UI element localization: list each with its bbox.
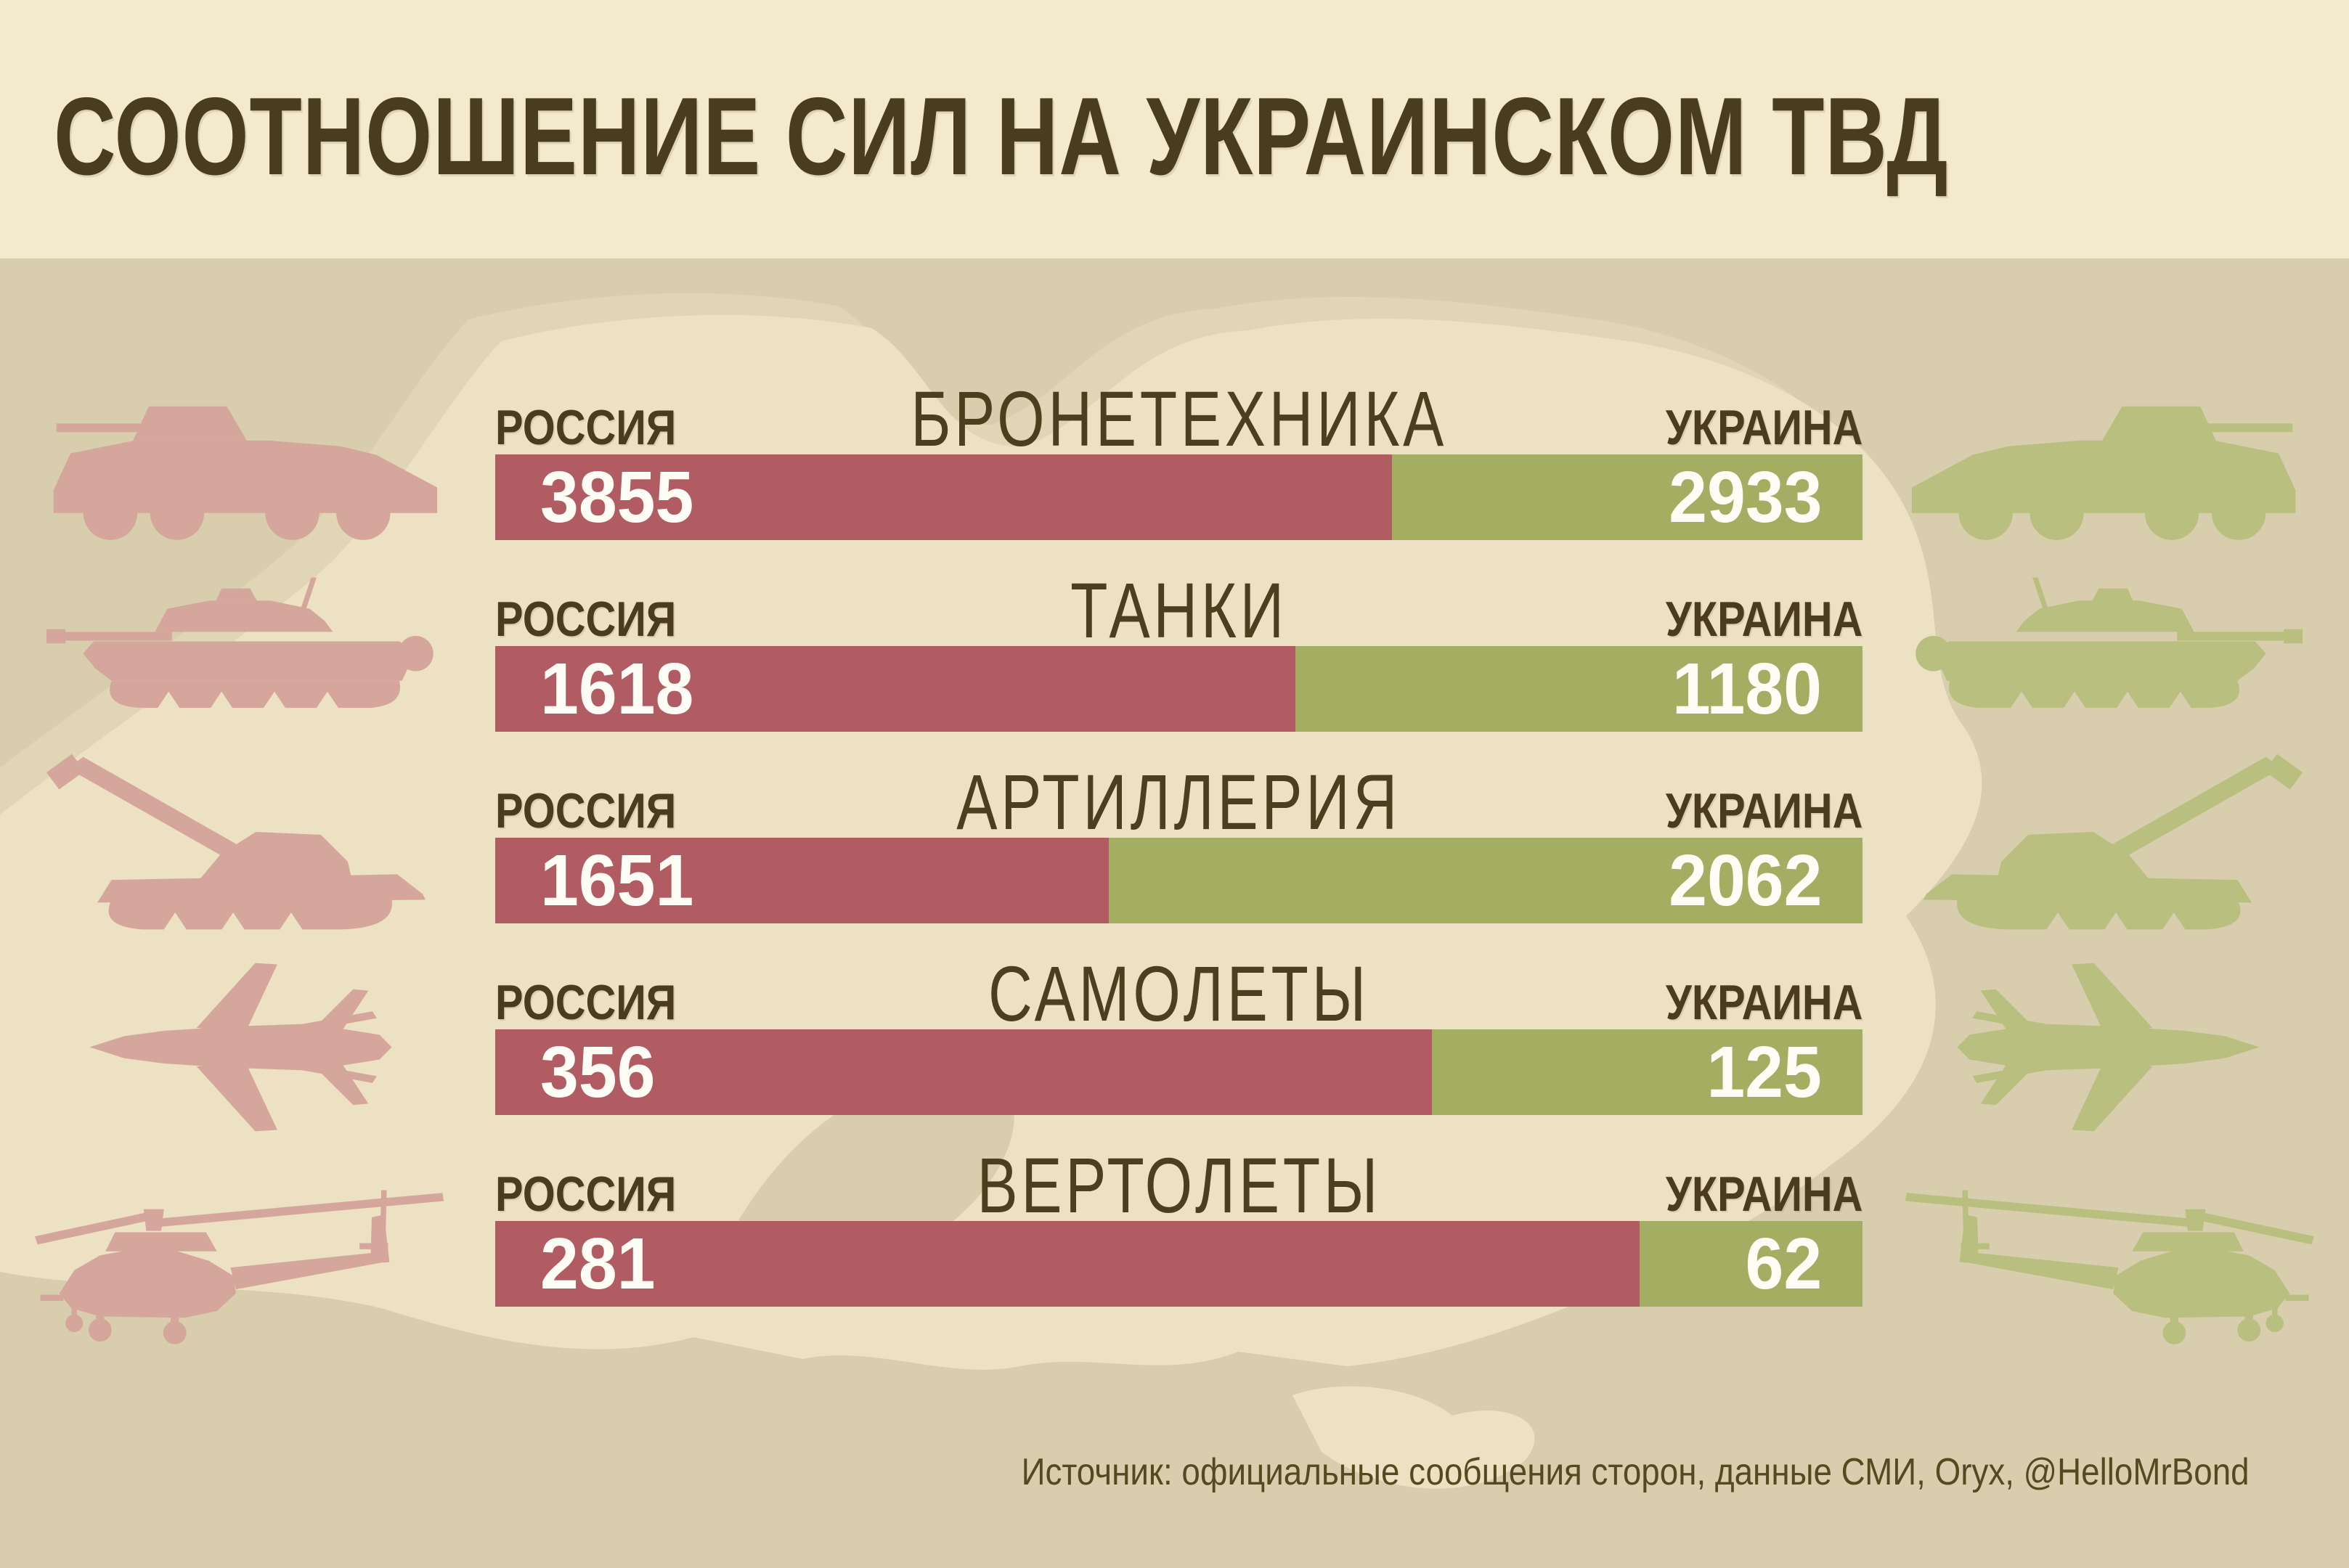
comparison-bar: 356 125 <box>495 1029 1862 1115</box>
ukraine-value: 125 <box>1706 1032 1822 1113</box>
russia-label: РОССИЯ <box>495 975 677 1030</box>
ukraine-bar-segment: 2062 <box>1109 838 1862 923</box>
russia-label: РОССИЯ <box>495 1167 677 1222</box>
helicopter-silhouette-icon <box>35 1175 456 1385</box>
ukraine-value: 2062 <box>1668 840 1822 921</box>
russia-value: 1618 <box>540 648 694 730</box>
row-head: РОССИЯ АРТИЛЛЕРИЯ УКРАИНА <box>495 741 1862 841</box>
russia-label: РОССИЯ <box>495 592 677 647</box>
ukraine-label: УКРАИНА <box>1665 975 1862 1030</box>
russia-bar-segment: 1618 <box>495 646 1295 732</box>
howitzer-silhouette-icon <box>44 740 454 947</box>
howitzer-silhouette-icon <box>1895 740 2305 947</box>
apc-silhouette-icon <box>1909 398 2307 543</box>
title-band <box>0 0 2349 258</box>
category-label: БРОНЕТЕХНИКА <box>911 375 1447 462</box>
row-head: РОССИЯ ТАНКИ УКРАИНА <box>495 550 1862 650</box>
chart-row-armor: РОССИЯ БРОНЕТЕХНИКА УКРАИНА 3855 2933 <box>495 358 1862 550</box>
ukraine-label: УКРАИНА <box>1665 1167 1862 1222</box>
jet-silhouette-icon <box>1942 944 2273 1151</box>
page-title: СООТНОШЕНИЕ СИЛ НА УКРАИНСКОМ ТВД <box>54 75 1949 198</box>
chart-row-helicopters: РОССИЯ ВЕРТОЛЕТЫ УКРАИНА 281 62 <box>495 1124 1862 1316</box>
ukraine-label: УКРАИНА <box>1665 400 1862 455</box>
category-label: ВЕРТОЛЕТЫ <box>977 1141 1381 1229</box>
russia-bar-segment: 3855 <box>495 454 1393 540</box>
ukraine-label: УКРАИНА <box>1665 592 1862 647</box>
tank-silhouette-icon <box>1899 573 2313 730</box>
ukraine-value: 62 <box>1745 1223 1822 1304</box>
ukraine-bar-segment: 125 <box>1431 1029 1862 1115</box>
ukraine-value: 2933 <box>1668 457 1822 538</box>
russia-bar-segment: 356 <box>495 1029 1432 1115</box>
ukraine-bar-segment: 62 <box>1640 1221 1862 1307</box>
row-head: РОССИЯ БРОНЕТЕХНИКА УКРАИНА <box>495 358 1862 458</box>
comparison-bar: 1618 1180 <box>495 646 1862 732</box>
category-label: САМОЛЕТЫ <box>988 950 1369 1037</box>
comparison-bar: 1651 2062 <box>495 838 1862 923</box>
russia-bar-segment: 1651 <box>495 838 1110 923</box>
helicopter-silhouette-icon <box>1893 1175 2314 1385</box>
ukraine-bar-segment: 2933 <box>1392 454 1862 540</box>
ukraine-bar-segment: 1180 <box>1295 646 1862 732</box>
russia-value: 1651 <box>540 840 694 921</box>
jet-silhouette-icon <box>76 944 407 1151</box>
russia-bar-segment: 281 <box>495 1221 1640 1307</box>
comparison-rows: РОССИЯ БРОНЕТЕХНИКА УКРАИНА 3855 2933 РО… <box>495 358 1862 1316</box>
russia-label: РОССИЯ <box>495 400 677 455</box>
chart-row-tanks: РОССИЯ ТАНКИ УКРАИНА 1618 1180 <box>495 550 1862 741</box>
russia-value: 281 <box>540 1223 656 1304</box>
row-head: РОССИЯ ВЕРТОЛЕТЫ УКРАИНА <box>495 1124 1862 1225</box>
apc-silhouette-icon <box>42 398 440 543</box>
source-note: Источник: официальные сообщения сторон, … <box>1021 1451 2250 1493</box>
comparison-bar: 3855 2933 <box>495 454 1862 540</box>
category-label: АРТИЛЛЕРИЯ <box>956 758 1401 846</box>
ukraine-value: 1180 <box>1672 648 1822 730</box>
ukraine-label: УКРАИНА <box>1665 783 1862 838</box>
comparison-bar: 281 62 <box>495 1221 1862 1307</box>
tank-silhouette-icon <box>36 573 450 730</box>
russia-value: 3855 <box>540 457 694 538</box>
russia-value: 356 <box>540 1032 656 1113</box>
row-head: РОССИЯ САМОЛЕТЫ УКРАИНА <box>495 933 1862 1033</box>
russia-label: РОССИЯ <box>495 783 677 838</box>
chart-row-aircraft: РОССИЯ САМОЛЕТЫ УКРАИНА 356 125 <box>495 933 1862 1124</box>
chart-row-artillery: РОССИЯ АРТИЛЛЕРИЯ УКРАИНА 1651 2062 <box>495 741 1862 933</box>
category-label: ТАНКИ <box>1070 566 1287 654</box>
